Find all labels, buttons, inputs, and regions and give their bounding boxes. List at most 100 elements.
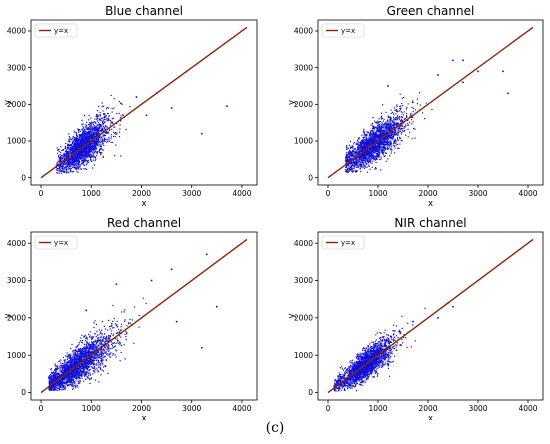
scatter-point <box>376 133 378 136</box>
scatter-point <box>86 150 89 153</box>
scatter-point <box>81 128 83 131</box>
scatter-point <box>82 145 84 147</box>
scatter-point <box>365 156 367 158</box>
scatter-point <box>91 134 93 136</box>
scatter-point <box>96 120 98 122</box>
scatter-point <box>91 128 93 130</box>
scatter-point <box>376 130 378 132</box>
scatter-point <box>99 123 101 126</box>
scatter-point <box>378 121 380 123</box>
scatter-point <box>376 121 378 123</box>
scatter-point <box>95 115 98 117</box>
scatter-point <box>354 156 356 158</box>
scatter-point <box>93 151 96 153</box>
scatter-point <box>345 158 347 160</box>
scatter-point <box>64 165 67 167</box>
scatter-point <box>362 166 364 168</box>
scatter-point <box>391 111 394 114</box>
scatter-point <box>387 144 389 146</box>
scatter-point <box>374 168 376 170</box>
scatter-point <box>397 134 399 136</box>
scatter-point <box>391 150 393 152</box>
scatter-point <box>86 121 88 123</box>
scatter-point <box>372 134 374 136</box>
scatter-point <box>89 373 91 376</box>
scatter-point <box>83 148 85 151</box>
scatter-point <box>112 342 115 344</box>
scatter-point <box>79 144 82 147</box>
scatter-point <box>85 125 87 128</box>
scatter-point <box>355 142 357 144</box>
scatter-point <box>388 136 390 138</box>
scatter-point <box>369 161 372 164</box>
scatter-point <box>82 136 84 138</box>
scatter-point <box>349 146 352 148</box>
scatter-point <box>361 164 363 166</box>
scatter-point <box>378 126 380 128</box>
scatter-point <box>382 123 384 125</box>
scatter-point <box>381 133 383 135</box>
scatter-point <box>88 132 90 134</box>
scatter-point <box>99 124 101 126</box>
scatter-point <box>388 116 390 119</box>
scatter-point <box>58 165 60 167</box>
scatter-point <box>405 115 408 117</box>
scatter-point <box>110 352 112 354</box>
scatter-point <box>106 106 108 109</box>
scatter-point <box>378 145 380 147</box>
scatter-point <box>352 149 354 151</box>
scatter-point <box>383 150 386 152</box>
scatter-point <box>385 111 387 113</box>
scatter-point <box>87 141 89 143</box>
scatter-point <box>85 372 87 374</box>
scatter-point <box>79 379 81 382</box>
scatter-point <box>387 147 389 150</box>
scatter-point <box>366 157 368 159</box>
scatter-point <box>59 157 62 159</box>
scatter-point <box>120 117 122 119</box>
scatter-point <box>58 156 60 158</box>
scatter-point <box>363 147 365 149</box>
scatter-point <box>71 146 73 148</box>
scatter-point <box>75 137 77 139</box>
scatter-point <box>98 149 101 151</box>
scatter-point <box>84 146 86 148</box>
scatter-point <box>369 137 372 140</box>
scatter-point <box>80 149 83 151</box>
scatter-point <box>362 156 364 158</box>
scatter-point <box>370 138 372 140</box>
scatter-point <box>399 125 401 128</box>
scatter-point <box>77 139 79 141</box>
scatter-point <box>386 144 388 146</box>
scatter-point <box>65 150 67 152</box>
scatter-point <box>100 125 102 127</box>
scatter-point <box>403 130 405 132</box>
scatter-point <box>403 111 405 113</box>
scatter-point <box>104 134 106 136</box>
scatter-point <box>361 146 363 148</box>
scatter-point <box>406 106 408 109</box>
scatter-point <box>111 341 113 343</box>
scatter-point <box>419 104 421 106</box>
scatter-point <box>61 164 63 166</box>
scatter-point <box>372 148 374 150</box>
scatter-point <box>91 127 94 129</box>
scatter-point <box>88 136 90 138</box>
scatter-point <box>357 142 359 145</box>
scatter-point <box>87 152 89 154</box>
scatter-point <box>83 115 86 117</box>
scatter-point <box>355 160 358 162</box>
scatter-point <box>382 151 384 153</box>
scatter-point <box>346 168 349 170</box>
scatter-point <box>69 152 71 155</box>
scatter-point <box>73 166 75 168</box>
scatter-point <box>75 167 78 170</box>
scatter-point <box>93 145 95 148</box>
scatter-point <box>373 134 376 136</box>
scatter-point <box>390 136 392 138</box>
scatter-point <box>101 149 103 151</box>
scatter-point <box>59 153 61 156</box>
scatter-point <box>352 167 354 169</box>
scatter-point <box>126 333 128 335</box>
scatter-point <box>402 119 404 122</box>
